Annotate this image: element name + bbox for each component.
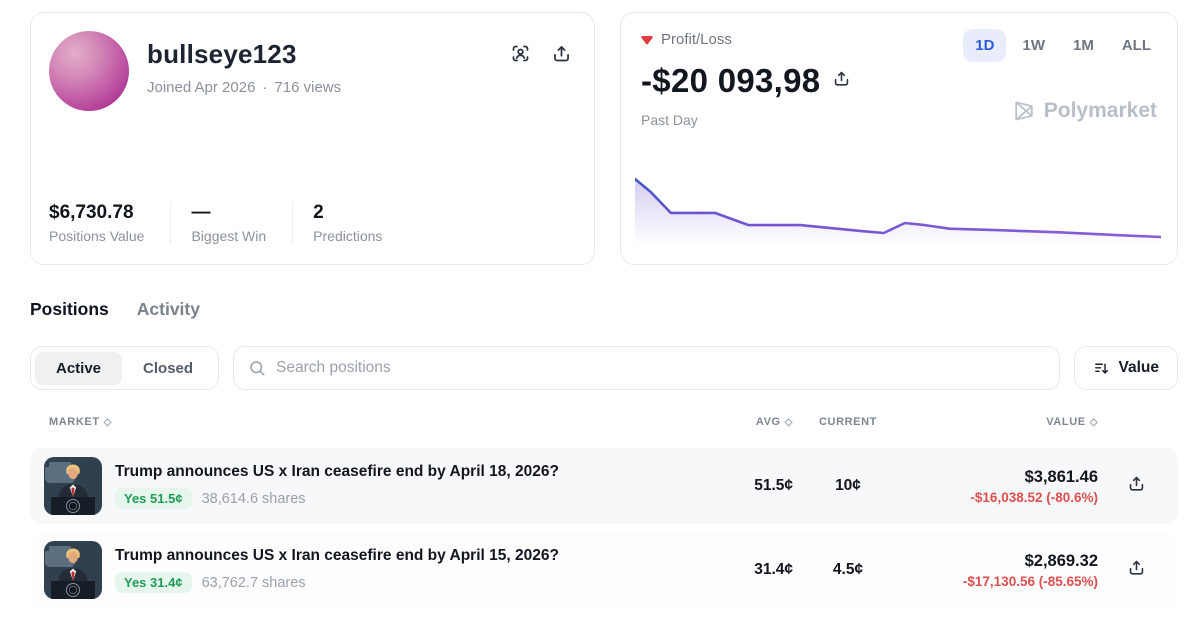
- sort-by-value-button[interactable]: Value: [1073, 346, 1178, 390]
- chart-area-fill: [635, 179, 1161, 246]
- qr-scan-icon[interactable]: [510, 43, 531, 64]
- tab-activity[interactable]: Activity: [136, 299, 200, 319]
- profile-card: bullseye123 Joined Apr 2026 · 716 views: [30, 12, 595, 265]
- pnl-amount: -$20 093,98: [641, 62, 821, 99]
- polymarket-watermark-label: Polymarket: [1043, 99, 1157, 122]
- positions-table-header: MARKET ◇ AVG ◇ CURRENT VALUE ◇: [30, 410, 1178, 434]
- loss-triangle-icon: [641, 35, 653, 44]
- share-position-icon[interactable]: [1127, 558, 1146, 582]
- market-title[interactable]: Trump announces US x Iran ceasefire end …: [115, 546, 559, 564]
- range-1m-button[interactable]: 1M: [1072, 37, 1094, 54]
- avg-price: 51.5¢: [754, 477, 793, 494]
- market-title[interactable]: Trump announces US x Iran ceasefire end …: [115, 462, 559, 480]
- search-positions-box[interactable]: [233, 346, 1060, 390]
- joined-date: Joined Apr 2026: [147, 79, 256, 96]
- profile-tabs: Positions Activity: [30, 299, 1178, 320]
- pnl-label: Profit/Loss: [661, 31, 732, 48]
- page-title: bullseye123: [147, 39, 297, 69]
- current-price: 4.5¢: [832, 561, 864, 578]
- share-profile-icon[interactable]: [551, 43, 572, 64]
- segment-active[interactable]: Active: [35, 351, 123, 385]
- market-thumbnail: [44, 541, 102, 599]
- range-selector: 1D 1W 1M ALL: [963, 29, 1163, 62]
- share-pnl-icon[interactable]: [832, 69, 851, 93]
- table-row[interactable]: Trump announces US x Iran ceasefire end …: [30, 448, 1178, 524]
- shares-count: 63,762.7 shares: [201, 574, 306, 591]
- outcome-badge: Yes 51.5¢: [115, 488, 192, 510]
- views-count: 716 views: [274, 79, 342, 96]
- pnl-period: Past Day: [641, 112, 698, 128]
- biggest-win-stat: —: [191, 202, 211, 223]
- shares-count: 38,614.6 shares: [201, 490, 306, 507]
- header-value[interactable]: VALUE ◇: [1046, 416, 1098, 428]
- predictions-stat: 2: [313, 202, 324, 223]
- table-row[interactable]: Trump announces US x Iran ceasefire end …: [30, 532, 1178, 608]
- sort-diamond-icon: ◇: [1089, 416, 1098, 428]
- position-change: -$17,130.56 (-85.65%): [962, 573, 1098, 589]
- search-input[interactable]: [276, 359, 1045, 377]
- segment-closed[interactable]: Closed: [143, 359, 194, 377]
- tab-positions[interactable]: Positions: [30, 299, 109, 319]
- positions-value-stat: $6,730.78: [49, 202, 134, 223]
- market-thumbnail: [44, 457, 102, 515]
- position-change: -$16,038.52 (-80.6%): [970, 489, 1098, 505]
- predictions-label: Predictions: [313, 228, 383, 244]
- outcome-badge: Yes 31.4¢: [115, 572, 192, 594]
- sort-diamond-icon: ◇: [103, 416, 112, 428]
- pnl-chart: [635, 174, 1161, 246]
- polymarket-watermark: Polymarket: [1012, 99, 1157, 123]
- header-market[interactable]: MARKET ◇: [49, 416, 112, 428]
- dot-separator: ·: [262, 79, 268, 96]
- status-segmented-control: Active Closed: [30, 346, 220, 390]
- sort-diamond-icon: ◇: [784, 416, 793, 428]
- search-icon: [250, 361, 265, 376]
- avatar: [49, 31, 129, 111]
- biggest-win-label: Biggest Win: [191, 228, 267, 244]
- header-avg[interactable]: AVG ◇: [755, 416, 793, 428]
- sort-icon: [1094, 363, 1108, 374]
- range-1w-button[interactable]: 1W: [1022, 37, 1045, 54]
- range-1d-button[interactable]: 1D: [963, 29, 1007, 62]
- chart-line: [635, 177, 1161, 239]
- position-value: $3,861.46: [1024, 467, 1098, 486]
- header-current: CURRENT: [819, 416, 877, 428]
- pnl-card: Profit/Loss -$20 093,98 Past Day 1D 1W 1…: [620, 12, 1178, 265]
- range-all-button[interactable]: ALL: [1121, 37, 1151, 54]
- share-position-icon[interactable]: [1127, 474, 1146, 498]
- current-price: 10¢: [835, 477, 861, 494]
- positions-value-label: Positions Value: [49, 228, 145, 244]
- position-value: $2,869.32: [1024, 551, 1098, 570]
- avg-price: 31.4¢: [754, 561, 793, 578]
- profile-page: bullseye123 Joined Apr 2026 · 716 views: [30, 12, 1178, 608]
- sort-button-label: Value: [1118, 359, 1160, 376]
- polymarket-logo-icon: [1015, 101, 1033, 121]
